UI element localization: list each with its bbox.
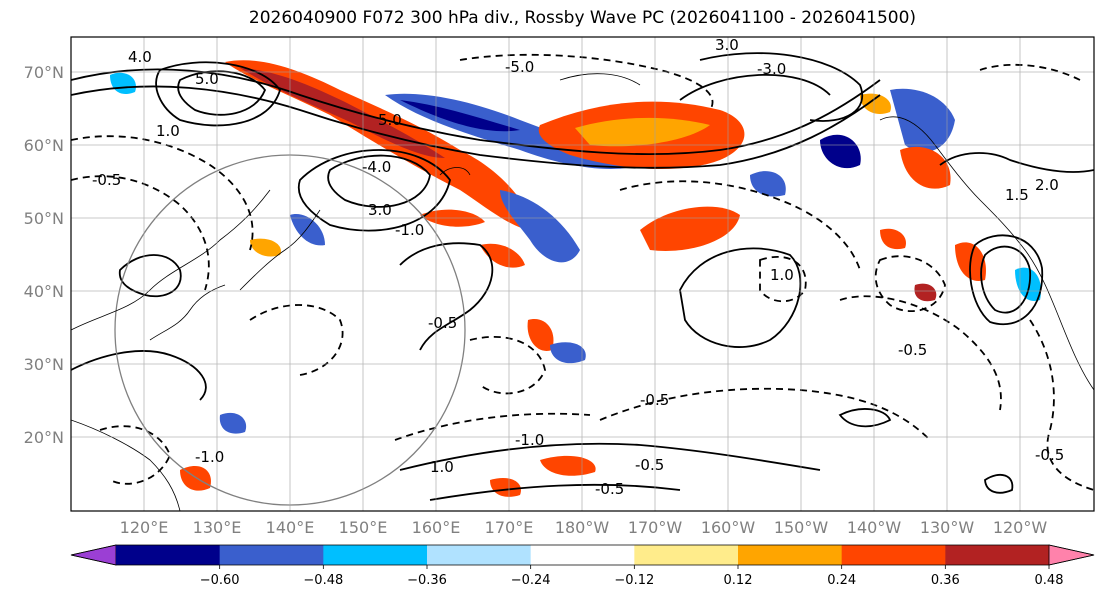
lon-label: 160°W bbox=[701, 518, 756, 537]
contour-label: -1.0 bbox=[195, 448, 224, 466]
latitude-labels: 70°N 60°N 50°N 40°N 30°N 20°N bbox=[24, 63, 64, 447]
contour-label: -5.0 bbox=[505, 58, 534, 76]
contour-label: 3.0 bbox=[368, 201, 392, 219]
lat-label: 30°N bbox=[24, 355, 64, 374]
colorbar-segment bbox=[945, 545, 1050, 565]
contour-label: -0.5 bbox=[595, 480, 624, 498]
contour-label: -1.0 bbox=[395, 221, 424, 239]
colorbar-segment bbox=[738, 545, 843, 565]
colorbar-segment bbox=[841, 545, 946, 565]
colorbar-tick-label: −0.24 bbox=[511, 573, 551, 588]
lon-label: 150°E bbox=[339, 518, 388, 537]
colorbar-tick-label: 0.48 bbox=[1035, 573, 1064, 588]
lon-label: 120°W bbox=[993, 518, 1048, 537]
lat-label: 20°N bbox=[24, 428, 64, 447]
contour-label: -0.5 bbox=[635, 456, 664, 474]
colorbar-tick-label: 0.12 bbox=[724, 573, 753, 588]
contour-label: -0.5 bbox=[92, 171, 121, 189]
lat-label: 60°N bbox=[24, 136, 64, 155]
colorbar-extend-high bbox=[1048, 544, 1095, 566]
gridlines bbox=[71, 37, 1094, 511]
contour-label: 5.0 bbox=[378, 111, 402, 129]
map-title: 2026040900 F072 300 hPa div., Rossby Wav… bbox=[248, 8, 917, 28]
lon-label: 130°E bbox=[193, 518, 242, 537]
contour-label: 4.0 bbox=[128, 48, 152, 66]
colorbar-segment bbox=[427, 545, 532, 565]
map-frame bbox=[70, 36, 1095, 512]
lon-label: 150°W bbox=[774, 518, 829, 537]
contour-label: -0.5 bbox=[1035, 446, 1064, 464]
colorbar-segment bbox=[116, 545, 221, 565]
contour-label: -0.5 bbox=[428, 314, 457, 332]
lon-label: 160°E bbox=[412, 518, 461, 537]
lon-label: 140°W bbox=[847, 518, 902, 537]
lon-label: 170°E bbox=[485, 518, 534, 537]
colorbar-tick-label: −0.36 bbox=[407, 573, 447, 588]
lat-label: 50°N bbox=[24, 209, 64, 228]
contour-label: 3.0 bbox=[715, 36, 739, 54]
coastlines bbox=[71, 73, 1094, 511]
contour-label: -4.0 bbox=[362, 158, 391, 176]
colorbar-tick-label: −0.48 bbox=[303, 573, 343, 588]
contour-label: 1.0 bbox=[156, 122, 180, 140]
lat-label: 40°N bbox=[24, 282, 64, 301]
contour-label: 1.0 bbox=[770, 266, 794, 284]
colorbar-tick-label: −0.60 bbox=[200, 573, 240, 588]
contour-label: -0.5 bbox=[640, 391, 669, 409]
colorbar-segment bbox=[530, 545, 635, 565]
contour-label: -1.0 bbox=[515, 431, 544, 449]
contour-label: 5.0 bbox=[195, 70, 219, 88]
colorbar-segment bbox=[634, 545, 739, 565]
contour-label: 1.5 bbox=[1005, 186, 1029, 204]
contour-labels: 4.0 5.0 3.0 -1.0 -3.0 5.0 1.0 -0.5 -5.0 … bbox=[92, 36, 1064, 498]
lon-label: 140°E bbox=[266, 518, 315, 537]
contour-label: 1.0 bbox=[430, 458, 454, 476]
lon-label: 180°W bbox=[555, 518, 610, 537]
contour-label: -3.0 bbox=[757, 60, 786, 78]
lat-label: 70°N bbox=[24, 63, 64, 82]
colorbar-tick-label: 0.36 bbox=[931, 573, 960, 588]
colorbar-segment bbox=[323, 545, 428, 565]
colorbar-segment bbox=[219, 545, 324, 565]
longitude-labels: 120°E 130°E 140°E 150°E 160°E 170°E 180°… bbox=[120, 518, 1048, 537]
colorbar-tick-label: 0.24 bbox=[827, 573, 856, 588]
contour-label: -0.5 bbox=[898, 341, 927, 359]
lon-label: 130°W bbox=[920, 518, 975, 537]
lon-label: 170°W bbox=[628, 518, 683, 537]
lon-label: 120°E bbox=[120, 518, 169, 537]
colorbar-tick-label: −0.12 bbox=[614, 573, 654, 588]
contour-lines bbox=[71, 52, 1094, 501]
colorbar-extend-low bbox=[70, 544, 117, 566]
contour-label: 2.0 bbox=[1035, 176, 1059, 194]
colorbar-outline bbox=[70, 544, 1095, 566]
colorbar: −0.60 −0.48 −0.36 −0.24 −0.12 0.12 0.24 0.36 0.4… bbox=[70, 544, 1095, 588]
